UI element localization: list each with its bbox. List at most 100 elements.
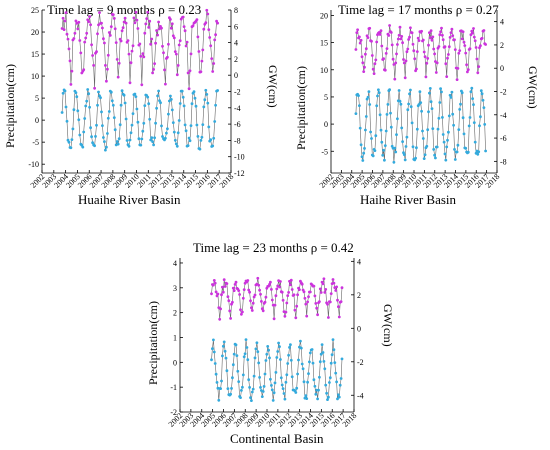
precipitation-point — [96, 32, 99, 36]
groundwater-point — [63, 89, 67, 93]
precipitation-point — [404, 59, 408, 63]
precipitation-point — [105, 79, 108, 83]
groundwater-point — [270, 388, 274, 392]
precipitation-point — [200, 59, 204, 63]
precipitation-point — [278, 285, 281, 289]
precipitation-point — [206, 12, 210, 16]
precipitation-point — [184, 44, 188, 48]
precipitation-point — [394, 61, 398, 65]
groundwater-point — [205, 93, 209, 96]
groundwater-point — [241, 373, 245, 377]
groundwater-point — [237, 380, 241, 383]
panel-title: Time lag = 9 months ρ = 0.23 — [47, 2, 201, 17]
precipitation-point — [405, 50, 409, 54]
groundwater-point — [414, 156, 417, 160]
groundwater-point — [436, 127, 440, 131]
precipitation-point — [138, 42, 142, 46]
groundwater-point — [337, 395, 341, 399]
groundwater-point — [363, 147, 366, 150]
precipitation-point — [409, 26, 412, 30]
panel-haihe: Time lag = 17 months ρ = 0.27 Haihe Rive… — [294, 2, 540, 207]
precipitation-point — [293, 308, 297, 312]
groundwater-point — [128, 138, 132, 142]
groundwater-point — [376, 94, 379, 98]
groundwater-point — [118, 123, 122, 127]
groundwater-point — [176, 131, 180, 135]
y-left-tick-label: 10 — [320, 66, 328, 75]
groundwater-point — [383, 144, 387, 148]
precipitation-point — [146, 10, 150, 14]
y-right-tick-label: -10 — [234, 153, 245, 162]
precipitation-point — [156, 33, 160, 37]
precipitation-point — [446, 56, 449, 60]
precipitation-point — [150, 37, 154, 41]
precipitation-point — [411, 42, 415, 46]
groundwater-point — [175, 144, 179, 148]
precipitation-point — [360, 55, 364, 59]
y-left-tick-label: -2 — [170, 408, 177, 417]
groundwater-point — [259, 386, 262, 389]
groundwater-point — [248, 386, 252, 389]
precipitation-point — [112, 17, 116, 20]
precipitation-point — [430, 38, 434, 42]
precipitation-point — [220, 293, 223, 297]
groundwater-point — [357, 94, 360, 97]
groundwater-point — [437, 116, 441, 120]
groundwater-point — [364, 128, 367, 132]
groundwater-point — [441, 133, 445, 136]
precipitation-point — [366, 36, 370, 39]
groundwater-point — [117, 137, 121, 141]
precipitation-point — [147, 26, 151, 29]
groundwater-point — [339, 377, 343, 380]
groundwater-point — [136, 120, 140, 124]
precipitation-point — [213, 281, 217, 285]
precipitation-point — [382, 57, 385, 61]
precipitation-point — [145, 17, 149, 20]
precipitation-point — [448, 36, 452, 39]
groundwater-point — [332, 348, 336, 352]
groundwater-point — [402, 153, 406, 157]
precipitation-point — [356, 28, 359, 32]
precipitation-point — [457, 51, 461, 55]
groundwater-point — [141, 129, 145, 133]
precipitation-point — [378, 33, 382, 36]
precipitation-point — [316, 313, 319, 317]
groundwater-point — [212, 338, 215, 342]
groundwater-point — [410, 121, 414, 125]
groundwater-point — [70, 138, 74, 142]
groundwater-point — [210, 358, 213, 362]
precipitation-point — [478, 46, 481, 50]
groundwater-point — [200, 135, 204, 139]
precipitation-point — [223, 285, 227, 288]
precipitation-point — [428, 36, 432, 40]
groundwater-point — [393, 146, 397, 150]
groundwater-point — [231, 363, 235, 367]
groundwater-point — [202, 105, 206, 109]
precipitation-point — [269, 280, 272, 284]
groundwater-point — [423, 153, 427, 157]
precipitation-point — [185, 40, 189, 44]
precipitation-point — [160, 26, 163, 30]
groundwater-point — [211, 347, 214, 351]
groundwater-point — [452, 123, 455, 127]
precipitation-point — [441, 33, 444, 37]
precipitation-point — [114, 41, 118, 44]
precipitation-point — [199, 70, 203, 74]
groundwater-point — [190, 102, 194, 106]
precipitation-point — [329, 292, 333, 295]
groundwater-point — [484, 149, 487, 153]
groundwater-point — [146, 95, 150, 99]
groundwater-point — [106, 116, 110, 120]
precipitation-point — [270, 298, 274, 302]
precipitation-point — [370, 39, 373, 43]
groundwater-point — [100, 110, 103, 114]
groundwater-point — [67, 140, 71, 144]
groundwater-point — [168, 99, 171, 103]
precipitation-point — [453, 48, 457, 51]
precipitation-point — [447, 53, 450, 56]
groundwater-point — [313, 384, 317, 388]
groundwater-point — [241, 385, 244, 389]
y-left-tick-label: -5 — [32, 138, 39, 147]
precipitation-point — [274, 294, 278, 298]
groundwater-point — [81, 145, 85, 149]
